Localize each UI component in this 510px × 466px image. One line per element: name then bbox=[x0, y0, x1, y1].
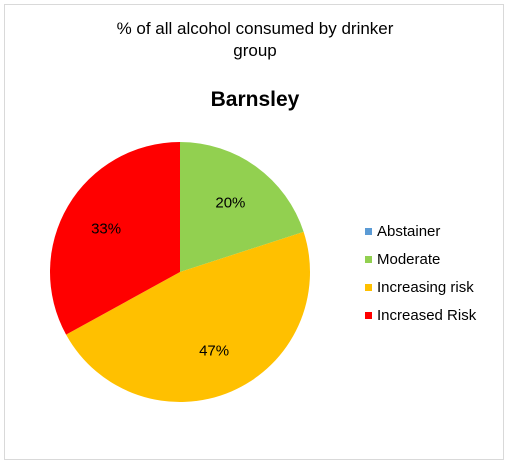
legend-swatch-abstainer bbox=[365, 227, 372, 235]
chart-subtitle: Barnsley bbox=[210, 88, 300, 111]
legend-item-abstainer: Abstainer bbox=[365, 217, 476, 245]
legend-swatch-moderate bbox=[365, 255, 372, 263]
data-label-increasing-risk: 47% bbox=[199, 343, 229, 360]
chart-title-line-1: % of all alcohol consumed by drinker bbox=[116, 19, 394, 38]
legend: Abstainer Moderate Increasing risk Incre… bbox=[365, 217, 476, 329]
legend-swatch-increasing-risk bbox=[365, 283, 372, 291]
legend-swatch-increased-risk bbox=[365, 311, 372, 319]
data-label-moderate: 20% bbox=[215, 195, 245, 212]
legend-label-increasing-risk: Increasing risk bbox=[377, 278, 474, 296]
legend-item-increasing-risk: Increasing risk bbox=[365, 273, 476, 301]
legend-label-abstainer: Abstainer bbox=[377, 222, 441, 240]
pie-slice-increasing-risk bbox=[66, 231, 311, 403]
data-label-increased-risk: 33% bbox=[91, 220, 121, 237]
legend-label-increased-risk: Increased Risk bbox=[377, 306, 477, 324]
pie-data-labels: 20% 47% 33% bbox=[91, 195, 245, 360]
pie-slice-moderate bbox=[180, 142, 304, 272]
legend-label-moderate: Moderate bbox=[377, 250, 441, 268]
chart-title: % of all alcohol consumed by drinker gro… bbox=[0, 18, 510, 62]
pie-slice-increased-risk bbox=[49, 142, 180, 335]
legend-item-increased-risk: Increased Risk bbox=[365, 301, 476, 329]
pie-slices bbox=[49, 142, 311, 403]
chart-title-line-2: group bbox=[233, 41, 277, 60]
legend-item-moderate: Moderate bbox=[365, 245, 476, 273]
